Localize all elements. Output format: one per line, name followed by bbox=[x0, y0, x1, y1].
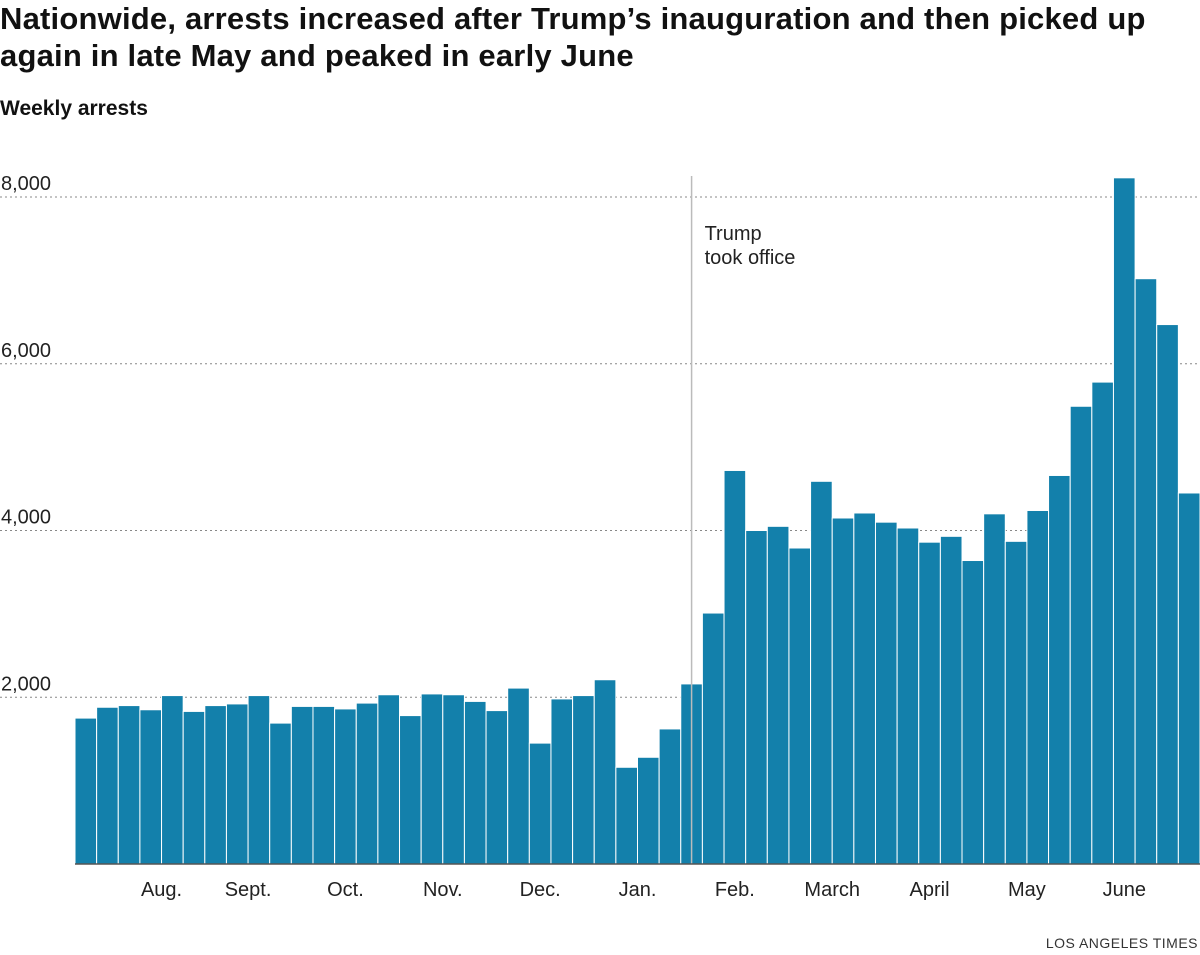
x-tick-label: Nov. bbox=[423, 879, 463, 901]
bar bbox=[117, 705, 141, 865]
bar bbox=[788, 547, 812, 865]
bar bbox=[1069, 405, 1093, 865]
bar bbox=[269, 722, 292, 865]
bar bbox=[853, 512, 876, 865]
bar bbox=[334, 708, 357, 865]
x-tick-label: Oct. bbox=[327, 879, 364, 901]
bar bbox=[507, 687, 530, 865]
chart-subtitle: Weekly arrests bbox=[0, 97, 148, 120]
bar bbox=[161, 695, 184, 865]
bar bbox=[961, 560, 985, 865]
x-tick-label: April bbox=[910, 879, 950, 901]
bar bbox=[701, 612, 725, 865]
bar bbox=[399, 715, 422, 865]
bar bbox=[1091, 381, 1114, 865]
bar bbox=[225, 703, 249, 865]
x-tick-label: June bbox=[1103, 879, 1146, 901]
bar bbox=[463, 700, 487, 865]
bar bbox=[810, 480, 833, 865]
bar bbox=[918, 541, 941, 865]
x-tick-label: Feb. bbox=[715, 879, 755, 901]
bar bbox=[74, 717, 98, 865]
annotation-label: Trump bbox=[705, 223, 762, 245]
x-tick-label: Aug. bbox=[141, 879, 182, 901]
bar bbox=[290, 705, 314, 865]
bar bbox=[939, 535, 963, 865]
bar bbox=[528, 742, 552, 865]
bar bbox=[139, 709, 163, 865]
bar bbox=[658, 728, 682, 865]
bar bbox=[1134, 278, 1158, 865]
bar bbox=[896, 527, 920, 865]
bar bbox=[96, 706, 119, 865]
bar bbox=[766, 525, 790, 865]
bar bbox=[1177, 492, 1200, 865]
bar bbox=[550, 698, 574, 865]
x-tick-label: Jan. bbox=[619, 879, 657, 901]
bar bbox=[355, 702, 379, 865]
source-credit: LOS ANGELES TIMES bbox=[1045, 935, 1198, 951]
bar bbox=[593, 679, 617, 865]
x-tick-label: Sept. bbox=[225, 879, 272, 901]
y-tick-label: 6,000 bbox=[1, 340, 51, 362]
annotation-label: took office bbox=[705, 247, 796, 269]
chart-title: Nationwide, arrests increased after Trum… bbox=[0, 1, 1146, 73]
bar bbox=[615, 766, 638, 865]
bar bbox=[442, 694, 465, 865]
bar bbox=[637, 756, 660, 865]
y-tick-label: 8,000 bbox=[1, 173, 51, 195]
bar bbox=[420, 693, 444, 865]
bar bbox=[1048, 474, 1071, 865]
y-tick-label: 4,000 bbox=[1, 507, 51, 529]
bar bbox=[983, 513, 1006, 865]
y-tick-label: 2,000 bbox=[1, 673, 51, 695]
bar bbox=[377, 694, 401, 865]
axes: 2,000 4,000 6,000 8,000 Aug. Sept. Oct. Nov. Dec… bbox=[1, 173, 1200, 901]
bars bbox=[74, 177, 1200, 865]
bar bbox=[1026, 509, 1050, 865]
x-tick-label: Dec. bbox=[520, 879, 561, 901]
bar bbox=[874, 521, 898, 865]
bar bbox=[1112, 177, 1136, 865]
bar bbox=[312, 705, 336, 865]
bar bbox=[723, 469, 747, 865]
bar bbox=[572, 695, 595, 865]
bar bbox=[485, 710, 509, 865]
bar bbox=[247, 695, 271, 865]
bar bbox=[204, 705, 227, 865]
bar bbox=[1156, 324, 1179, 865]
bar bbox=[182, 710, 206, 865]
bar bbox=[745, 530, 768, 865]
x-tick-label: March bbox=[804, 879, 860, 901]
bar bbox=[1004, 540, 1028, 865]
bar bbox=[831, 517, 855, 865]
x-tick-label: May bbox=[1008, 879, 1046, 901]
